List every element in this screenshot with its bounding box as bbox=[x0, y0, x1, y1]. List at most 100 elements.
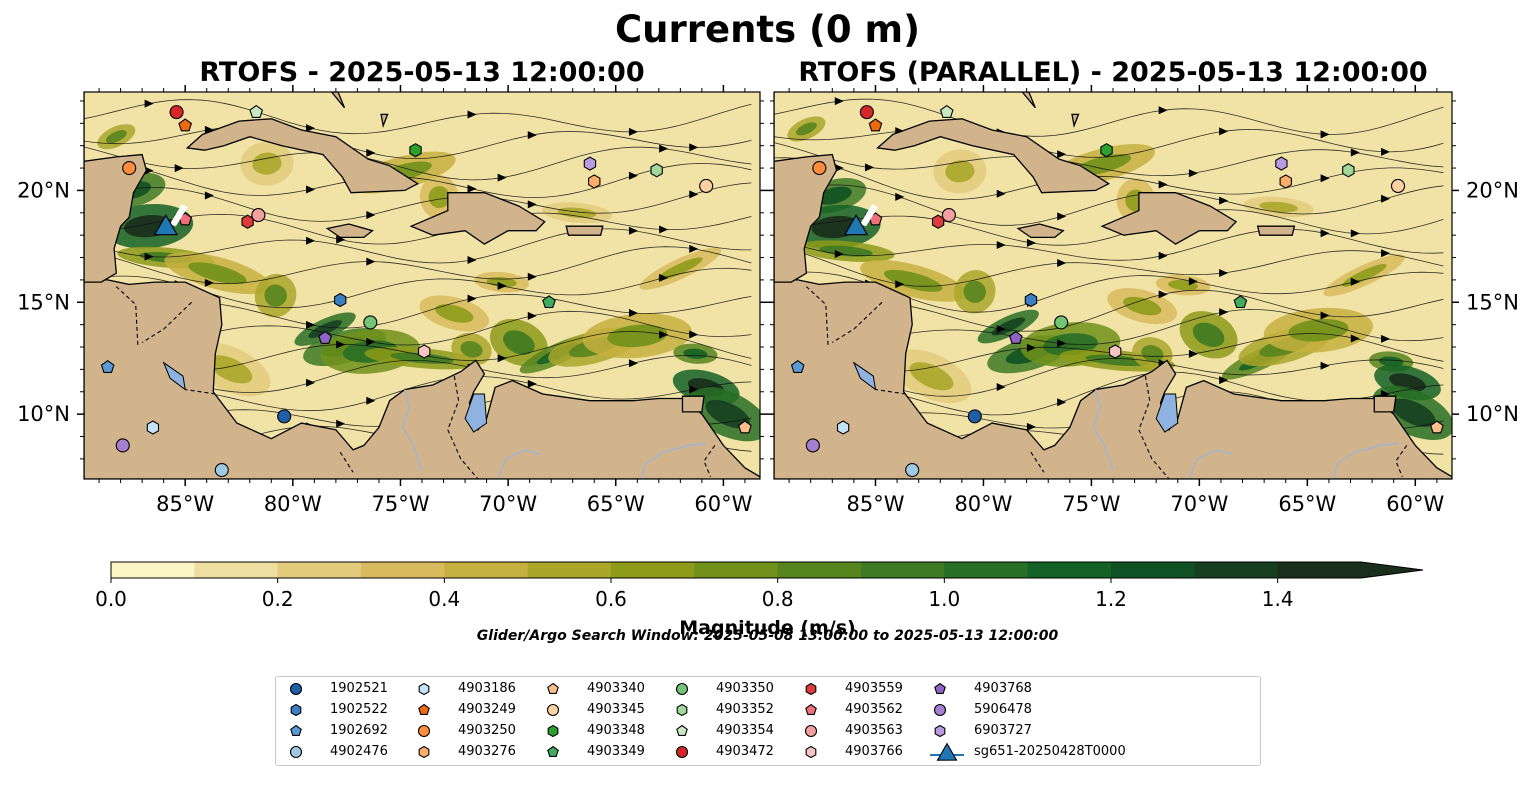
float-marker-6903727 bbox=[583, 156, 597, 171]
country-border bbox=[703, 445, 716, 478]
colorbar-segment bbox=[1027, 562, 1112, 578]
colorbar-segment bbox=[527, 562, 612, 578]
streamline-arrow bbox=[144, 99, 154, 108]
current-speed-core bbox=[1141, 345, 1164, 362]
glider-marker bbox=[153, 214, 179, 236]
streamline-arrow bbox=[1219, 269, 1229, 278]
streamline-arrow bbox=[204, 191, 214, 200]
current-speed-core bbox=[503, 330, 535, 355]
lake-maracaibo bbox=[464, 393, 488, 433]
streamline bbox=[84, 161, 752, 199]
country-border bbox=[115, 286, 139, 345]
colorbar: 0.0 0.2 0.4 0.6 0.8 1.0 1.2 1.4 bbox=[95, 561, 1424, 611]
streamline-arrow bbox=[527, 131, 537, 140]
legend-pentagon-icon bbox=[547, 682, 559, 694]
colorbar-segment bbox=[361, 562, 445, 578]
legend-marker-icon bbox=[418, 745, 430, 759]
legend-label: 4903563 bbox=[845, 723, 903, 738]
colorbar-segment bbox=[611, 562, 695, 578]
current-speed-core bbox=[428, 186, 450, 209]
legend-label: 4903348 bbox=[587, 723, 645, 738]
legend-label: 4903249 bbox=[458, 702, 516, 717]
streamline-arrow bbox=[659, 273, 669, 282]
float-marker-5906478 bbox=[805, 438, 820, 453]
streamline bbox=[84, 246, 752, 285]
colorbar-label: Magnitude (m/s) bbox=[679, 617, 856, 639]
legend-label: 4903349 bbox=[587, 744, 645, 759]
streamline-arrow bbox=[628, 171, 638, 180]
float-marker-4903352 bbox=[650, 163, 663, 178]
float-marker-4903276 bbox=[1279, 174, 1292, 189]
country-border bbox=[806, 286, 829, 345]
lat-tick-label-right: 10°N bbox=[1466, 402, 1519, 426]
streamline-arrow bbox=[467, 184, 477, 193]
float-marker-4903349 bbox=[542, 295, 556, 309]
streamline-arrow bbox=[1320, 174, 1330, 183]
streamline-arrow bbox=[1219, 127, 1229, 136]
colorbar-tick-label: 1.2 bbox=[1095, 587, 1127, 611]
current-speed-core bbox=[1259, 201, 1298, 213]
legend-pentagon-icon bbox=[676, 724, 688, 736]
streamline-arrow bbox=[689, 190, 699, 199]
streamline-arrow bbox=[1219, 308, 1229, 317]
current-speed-core bbox=[460, 340, 483, 358]
colorbar-segment bbox=[111, 562, 195, 578]
streamline-arrow bbox=[1219, 376, 1229, 385]
country-border bbox=[185, 388, 216, 395]
float-marker-4903186 bbox=[146, 420, 160, 435]
colorbar-segment bbox=[444, 562, 529, 578]
float-marker-4903350 bbox=[1054, 315, 1069, 330]
legend-label: 4903352 bbox=[716, 702, 774, 717]
streamline-arrow bbox=[1026, 343, 1036, 352]
legend-label: 4903472 bbox=[716, 744, 774, 759]
float-marker-4903250 bbox=[122, 161, 137, 176]
lon-tick-label: 85°W bbox=[156, 492, 214, 516]
float-marker-4903563 bbox=[941, 207, 956, 223]
streamline-arrow bbox=[865, 163, 875, 172]
float-marker-4903768 bbox=[1009, 330, 1023, 344]
legend-label: 4903186 bbox=[458, 681, 516, 696]
streamline-arrow bbox=[144, 166, 154, 175]
streamline-arrow bbox=[1158, 106, 1168, 115]
streamline-arrow bbox=[336, 340, 346, 349]
streamline-arrow bbox=[1188, 169, 1198, 178]
legend-marker-icon bbox=[546, 703, 560, 717]
current-speed-core bbox=[963, 280, 987, 303]
streamline bbox=[84, 212, 752, 245]
current-speed-core bbox=[252, 152, 282, 175]
streamline-arrow bbox=[366, 396, 376, 405]
streamline bbox=[84, 99, 752, 135]
float-marker-4903345 bbox=[699, 178, 714, 194]
streamline-arrow bbox=[306, 236, 316, 245]
legend-pentagon-icon bbox=[418, 703, 430, 715]
land-trinidad bbox=[681, 395, 705, 413]
float-marker-4903472 bbox=[859, 105, 874, 120]
legend-hexagon-icon bbox=[805, 745, 817, 759]
country-border bbox=[339, 451, 354, 473]
legend-hexagon-icon bbox=[547, 724, 559, 738]
float-marker-4903348 bbox=[409, 143, 422, 158]
float-marker-4903354 bbox=[249, 104, 264, 118]
legend-marker-icon bbox=[289, 682, 303, 696]
land-hispaniola bbox=[409, 192, 546, 245]
float-marker-4903348 bbox=[1100, 143, 1113, 158]
lon-tick-label: 65°W bbox=[1278, 492, 1336, 516]
streamline-arrow bbox=[1350, 334, 1360, 343]
streamline-arrow bbox=[689, 385, 699, 394]
current-speed-core bbox=[390, 352, 454, 364]
streamline-arrow bbox=[1057, 398, 1067, 407]
country-border bbox=[1138, 376, 1170, 479]
streamline-arrow bbox=[628, 359, 638, 368]
legend-label: 4903340 bbox=[587, 681, 645, 696]
float-marker-1902521 bbox=[967, 409, 982, 424]
river bbox=[1092, 389, 1114, 471]
streamline-arrow bbox=[306, 124, 316, 133]
streamline-arrow bbox=[467, 110, 477, 119]
streamline-arrow bbox=[1188, 349, 1198, 358]
streamline-arrow bbox=[174, 164, 184, 173]
streamline-arrow bbox=[689, 143, 699, 152]
current-speed-core bbox=[819, 245, 873, 257]
legend-marker-icon bbox=[547, 724, 559, 738]
colorbar-segment bbox=[944, 562, 1029, 578]
streamline bbox=[774, 209, 1444, 246]
